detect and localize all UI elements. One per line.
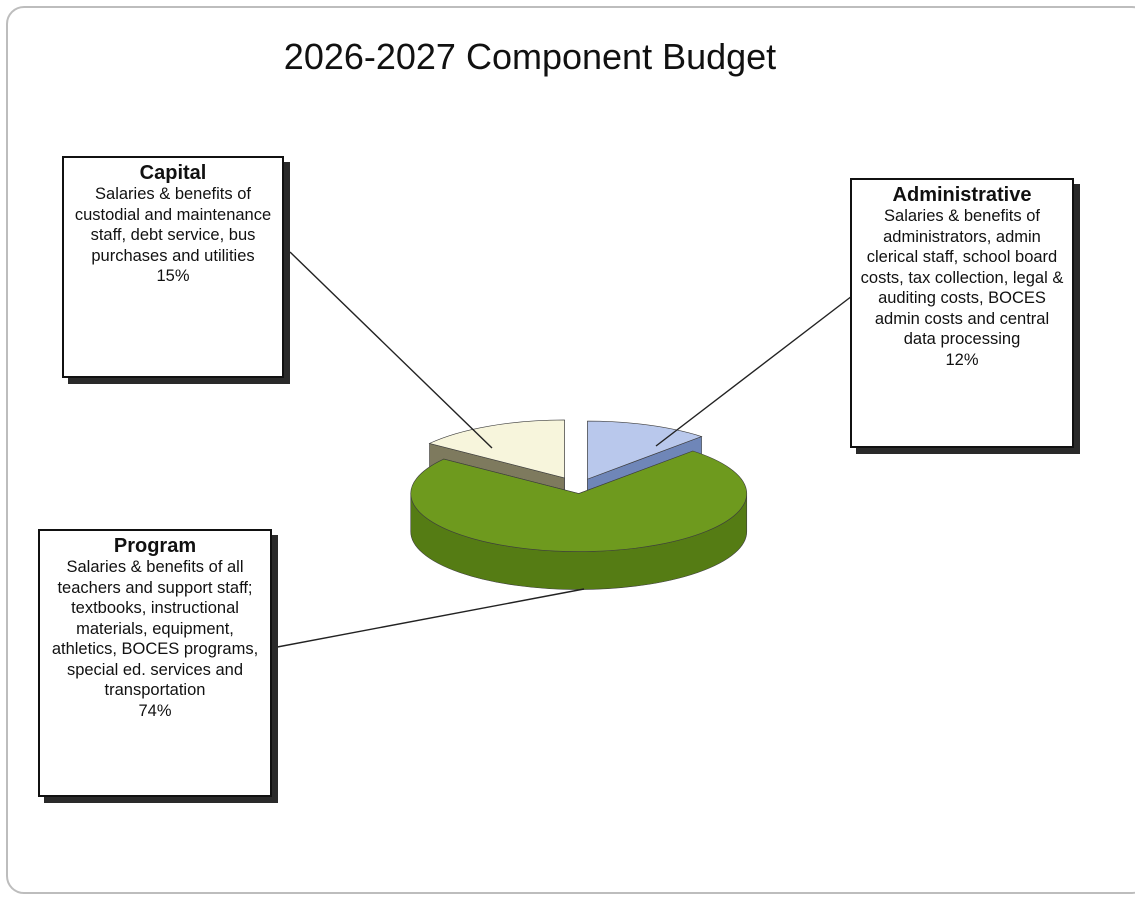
chart-title: 2026-2027 Component Budget: [283, 36, 777, 77]
callout-capital: Capital Salaries & benefits of custodial…: [62, 156, 284, 378]
slice-value-capital: 15%: [156, 267, 190, 285]
pie-slice-top-program: [410, 450, 748, 552]
leader-layer: [271, 251, 853, 649]
leader-line-capital: [289, 251, 493, 449]
slice-label-program: Program: [113, 535, 197, 557]
leader-line-program: [271, 588, 585, 649]
slice-value-administrative: 12%: [945, 350, 979, 369]
pie-slice-top-capital: [428, 419, 565, 479]
slice-description-program: Salaries & benefits of all teachers and …: [51, 558, 259, 699]
slice-label-administrative: Administrative: [892, 184, 1032, 206]
slice-description-administrative: Salaries & benefits of administrators, a…: [860, 207, 1064, 348]
callout-program: Program Salaries & benefits of all teach…: [38, 529, 272, 797]
leader-line-administrative: [655, 295, 853, 447]
pie-slice-program: [410, 450, 748, 590]
pie-slice-top-administrative: [587, 420, 703, 480]
slice-value-program: 74%: [138, 701, 172, 720]
pie-layer: [410, 419, 748, 590]
callout-administrative: Administrative Salaries & benefits of ad…: [850, 178, 1074, 448]
slice-description-capital: Salaries & benefits of custodial and mai…: [74, 185, 272, 265]
slice-label-capital: Capital: [139, 162, 207, 184]
